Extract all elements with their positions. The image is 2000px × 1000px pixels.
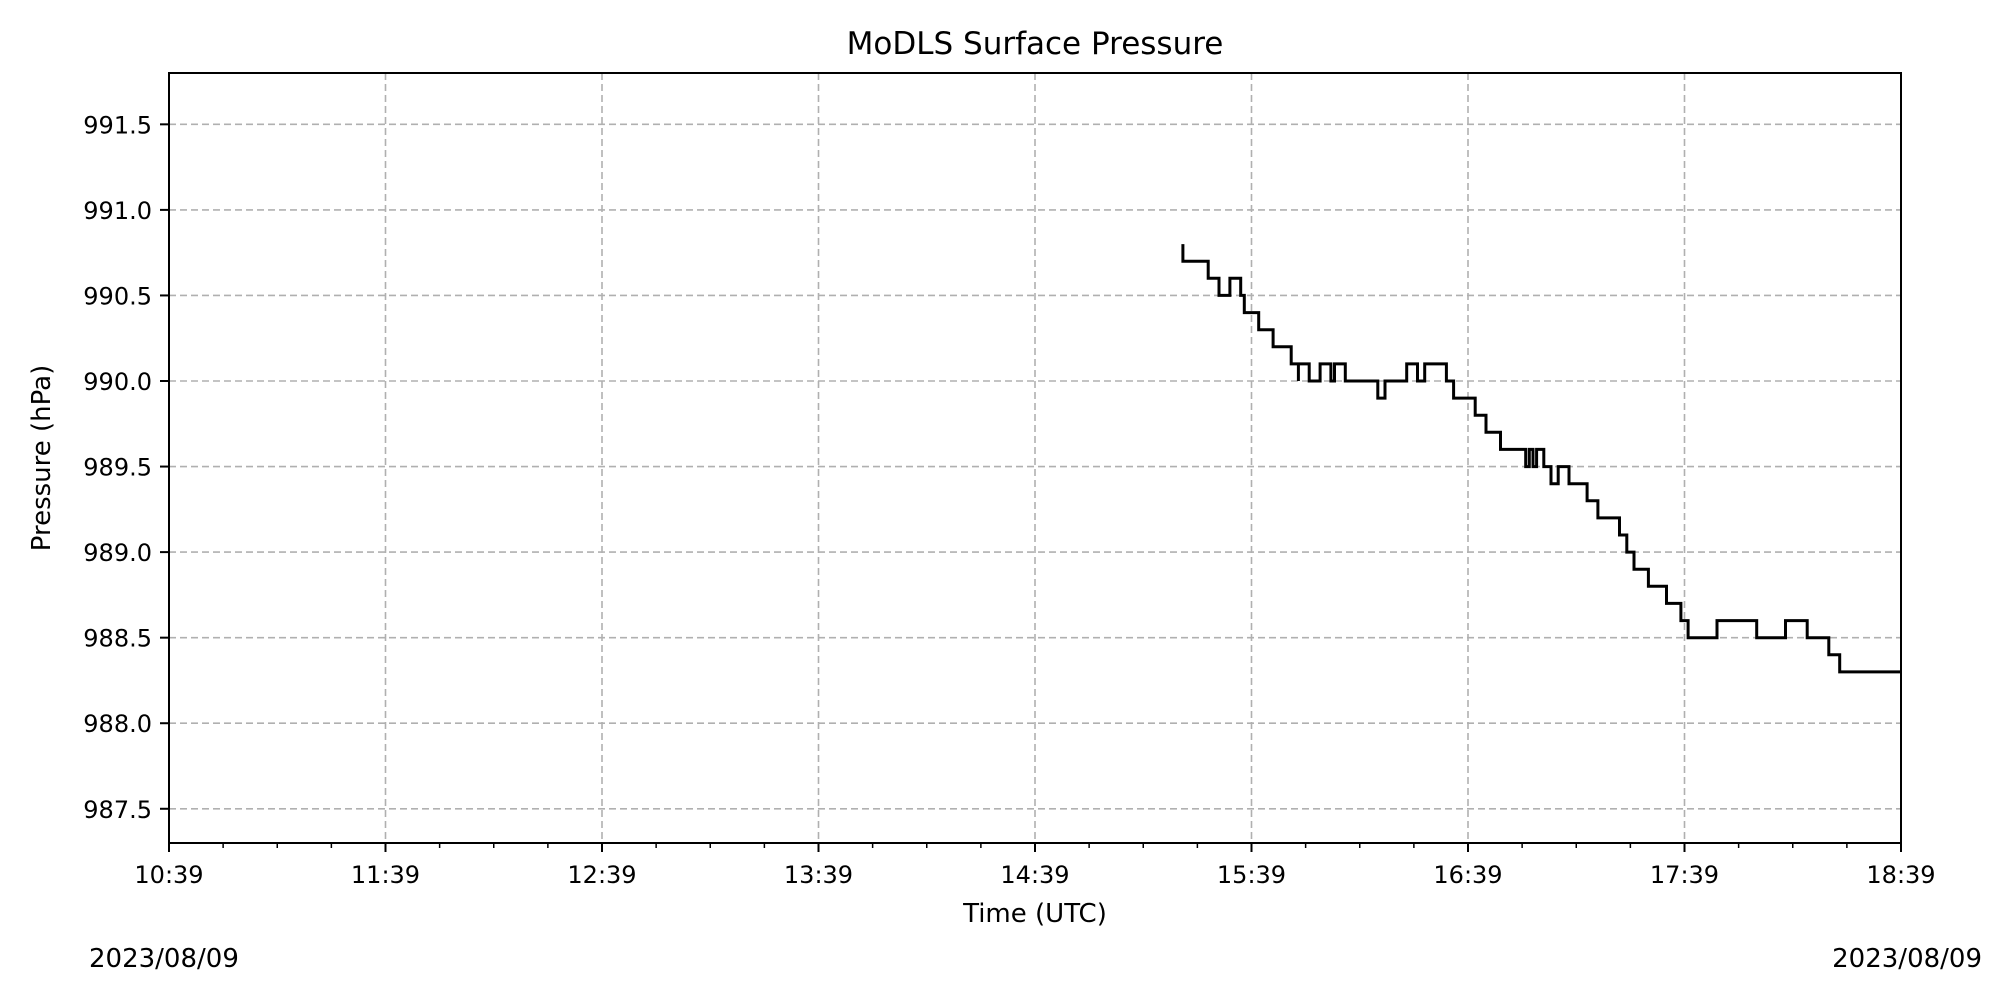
x-axis: 10:39 11:39 12:39 13:39 14:39 15:39 16:39 17:39… <box>134 843 1936 889</box>
x-tick-label: 18:39 <box>1866 861 1935 889</box>
x-tick-label: 17:39 <box>1650 861 1719 889</box>
y-tick-label: 987.5 <box>83 796 152 824</box>
y-tick-label: 988.5 <box>83 625 152 653</box>
x-tick-label: 10:39 <box>134 861 203 889</box>
date-label-left: 2023/08/09 <box>89 944 239 974</box>
y-axis-title: Pressure (hPa) <box>27 365 57 552</box>
y-tick-label: 989.0 <box>83 539 152 567</box>
y-tick-label: 989.5 <box>83 454 152 482</box>
plot-area <box>1181 244 1901 674</box>
y-tick-label: 990.0 <box>83 368 152 396</box>
y-tick-label: 990.5 <box>83 282 152 310</box>
y-tick-label: 988.0 <box>83 710 152 738</box>
chart-title: MoDLS Surface Pressure <box>847 26 1224 62</box>
x-tick-label: 16:39 <box>1433 861 1502 889</box>
date-label-right: 2023/08/09 <box>1832 944 1982 974</box>
x-tick-label: 14:39 <box>1000 861 1069 889</box>
y-tick-label: 991.0 <box>83 197 152 225</box>
y-axis: 987.5 988.0 988.5 989.0 989.5 990.0 990.5 991.0… <box>83 111 169 824</box>
x-axis-title: Time (UTC) <box>962 899 1107 929</box>
x-tick-label: 11:39 <box>351 861 420 889</box>
x-tick-label: 15:39 <box>1217 861 1286 889</box>
x-tick-label: 12:39 <box>567 861 636 889</box>
pressure-series-line <box>1181 244 1901 674</box>
y-tick-label: 991.5 <box>83 111 152 139</box>
x-tick-label: 13:39 <box>784 861 853 889</box>
